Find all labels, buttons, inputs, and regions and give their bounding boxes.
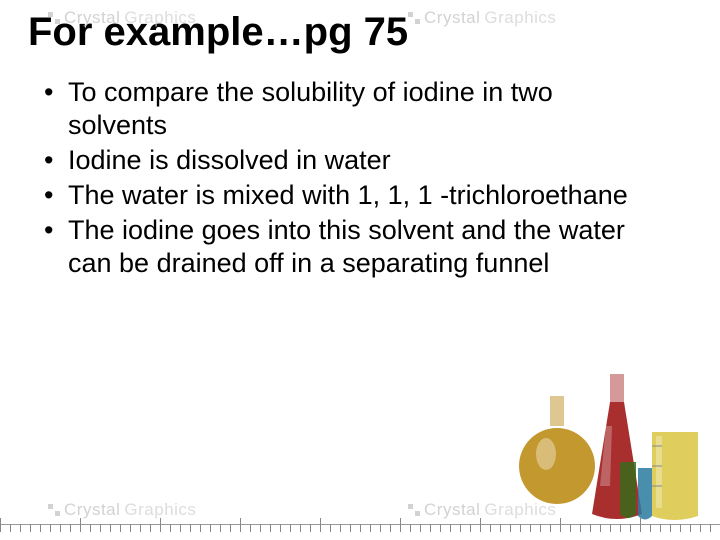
ruler-tick — [530, 524, 531, 532]
ruler-tick — [130, 524, 131, 532]
ruler-tick — [660, 524, 661, 532]
ruler-tick — [550, 524, 551, 532]
ruler-tick — [360, 524, 361, 532]
ruler-tick — [160, 518, 161, 532]
ruler-tick — [220, 524, 221, 532]
ruler-tick — [230, 524, 231, 532]
ruler-tick — [70, 524, 71, 532]
ruler-tick — [270, 524, 271, 532]
ruler-tick — [380, 524, 381, 532]
ruler-tick — [100, 524, 101, 532]
ruler-tick — [90, 524, 91, 532]
watermark: CrystalGraphics — [408, 500, 556, 520]
bullet-item: The iodine goes into this solvent and th… — [44, 214, 644, 280]
bullet-item: Iodine is dissolved in water — [44, 144, 644, 177]
ruler-tick — [590, 524, 591, 532]
ruler-tick — [250, 524, 251, 532]
tube-green-icon — [620, 462, 636, 518]
ruler-tick — [0, 518, 1, 532]
ruler-tick — [140, 524, 141, 532]
ruler-tick — [280, 524, 281, 532]
ruler-tick — [670, 524, 671, 532]
ruler-tick — [190, 524, 191, 532]
ruler-tick — [310, 524, 311, 532]
watermark-icon — [48, 12, 60, 24]
ruler-tick — [260, 524, 261, 532]
bullet-list: To compare the solubility of iodine in t… — [44, 76, 644, 282]
ruler-tick — [640, 518, 641, 532]
ruler-tick — [30, 524, 31, 532]
ruler-tick — [300, 524, 301, 532]
watermark-icon — [408, 504, 420, 516]
ruler-tick — [510, 524, 511, 532]
ruler-tick — [500, 524, 501, 532]
ruler-tick — [110, 524, 111, 532]
ruler-tick — [410, 524, 411, 532]
ruler-tick — [20, 524, 21, 532]
ruler-tick — [370, 524, 371, 532]
ruler-tick — [460, 524, 461, 532]
ruler-tick — [540, 524, 541, 532]
ruler-tick — [400, 518, 401, 532]
watermark-icon — [48, 504, 60, 516]
ruler-tick — [330, 524, 331, 532]
ruler-tick — [610, 524, 611, 532]
ruler-tick — [440, 524, 441, 532]
watermark: CrystalGraphics — [48, 8, 196, 28]
tube-blue-icon — [638, 468, 652, 520]
ruler-tick — [430, 524, 431, 532]
beaker-yellow-icon — [652, 432, 698, 520]
ruler-tick — [620, 524, 621, 532]
ruler-tick — [680, 524, 681, 532]
ruler-tick — [350, 524, 351, 532]
watermark-text: Graphics — [124, 8, 196, 28]
ruler-tick — [560, 518, 561, 532]
ruler-tick — [80, 518, 81, 532]
ruler-tick — [470, 524, 471, 532]
ruler-tick — [570, 524, 571, 532]
ruler-tick — [650, 524, 651, 532]
flask-amber-icon — [519, 396, 595, 504]
glassware-illustration — [502, 336, 712, 526]
ruler-tick — [150, 524, 151, 532]
watermark-text: Crystal — [424, 8, 480, 28]
ruler-tick — [60, 524, 61, 532]
watermark-text: Crystal — [64, 500, 120, 520]
ruler-tick — [700, 524, 701, 532]
ruler-tick — [600, 524, 601, 532]
watermark-text: Graphics — [124, 500, 196, 520]
ruler-tick — [210, 524, 211, 532]
ruler-tick — [180, 524, 181, 532]
ruler-tick — [170, 524, 171, 532]
ruler-tick — [710, 524, 711, 532]
ruler-tick — [120, 524, 121, 532]
ruler-tick — [450, 524, 451, 532]
ruler-tick — [490, 524, 491, 532]
ruler-tick — [690, 524, 691, 532]
watermark: CrystalGraphics — [408, 8, 556, 28]
watermark-text: Graphics — [484, 500, 556, 520]
watermark: CrystalGraphics — [48, 500, 196, 520]
ruler-tick — [340, 524, 341, 532]
bullet-item: To compare the solubility of iodine in t… — [44, 76, 644, 142]
ruler-tick — [10, 524, 11, 532]
ruler-tick — [290, 524, 291, 532]
ruler-tick — [320, 518, 321, 532]
watermark-text: Crystal — [64, 8, 120, 28]
ruler-tick — [580, 524, 581, 532]
ruler-tick — [240, 518, 241, 532]
ruler-tick — [40, 524, 41, 532]
watermark-icon — [408, 12, 420, 24]
ruler-tick — [520, 524, 521, 532]
ruler-tick — [390, 524, 391, 532]
bullet-item: The water is mixed with 1, 1, 1 -trichlo… — [44, 179, 644, 212]
watermark-text: Crystal — [424, 500, 480, 520]
watermark-text: Graphics — [484, 8, 556, 28]
ruler-tick — [50, 524, 51, 532]
ruler-tick — [630, 524, 631, 532]
ruler-tick — [200, 524, 201, 532]
ruler-tick — [480, 518, 481, 532]
ruler-tick — [420, 524, 421, 532]
slide: For example…pg 75 To compare the solubil… — [0, 0, 720, 540]
